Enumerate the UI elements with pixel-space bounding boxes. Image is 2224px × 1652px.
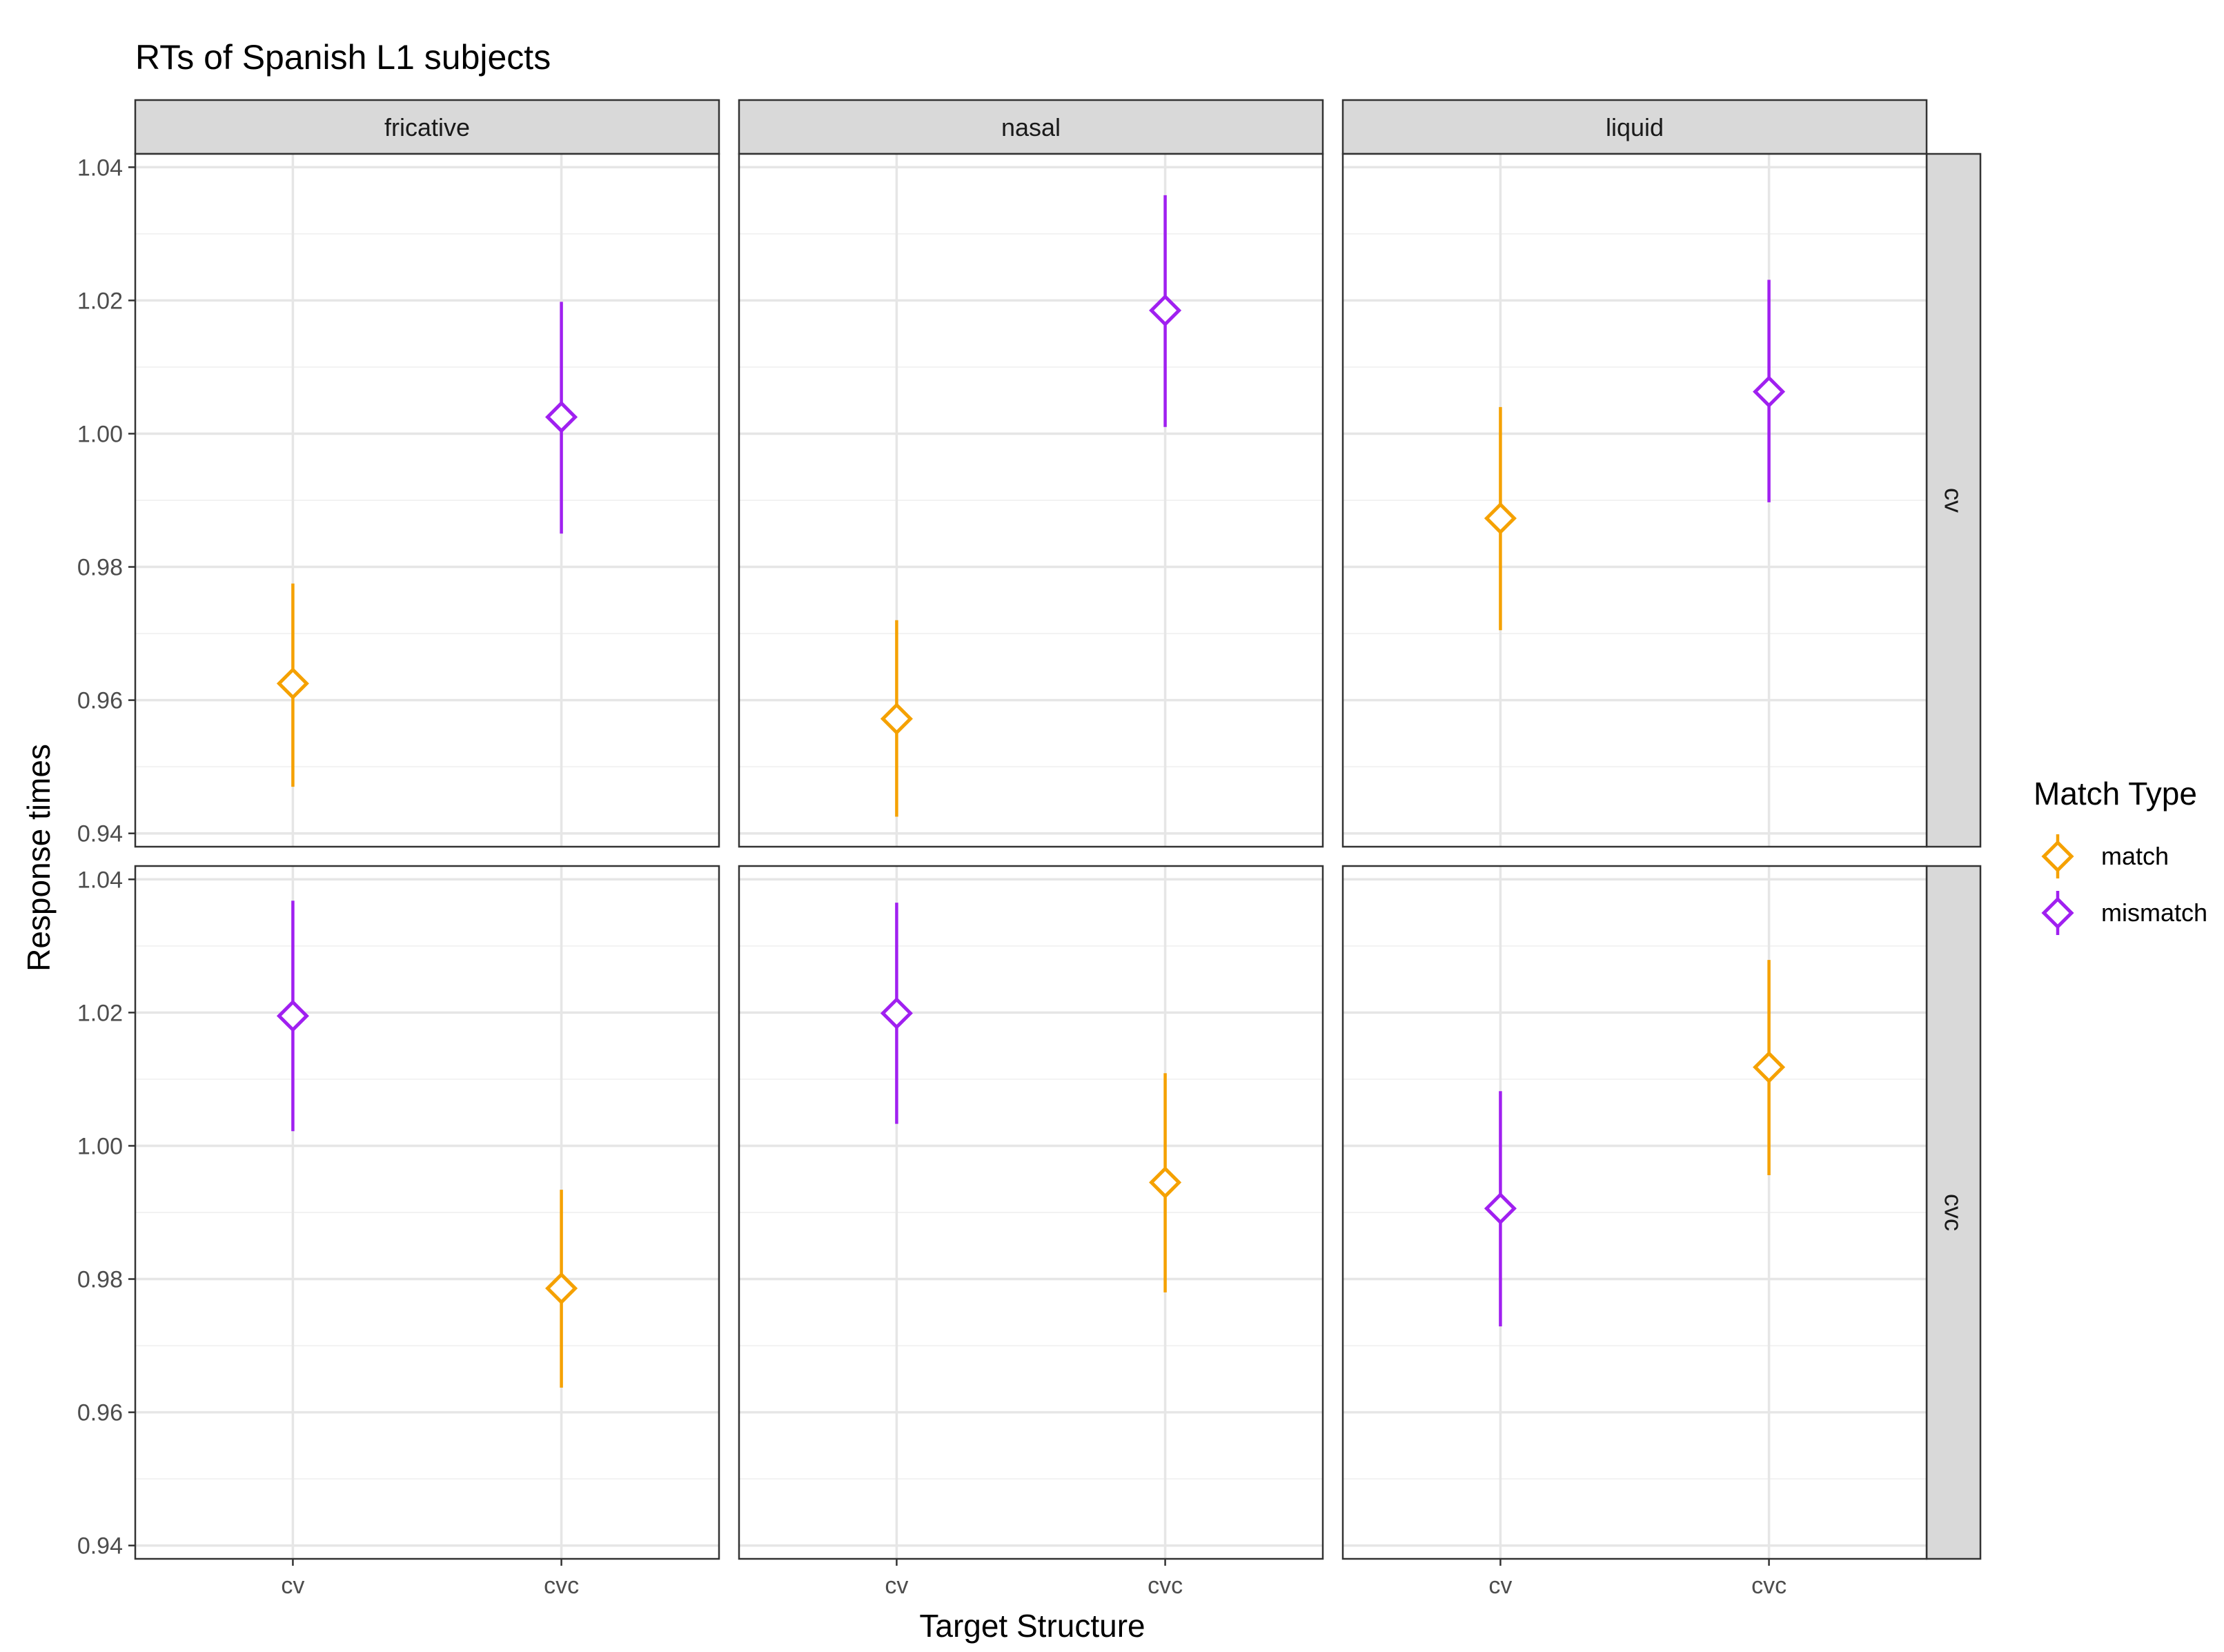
x-tick-label: cvc: [1751, 1573, 1787, 1599]
row-strip-label: cvc: [1940, 1194, 1968, 1231]
panel-border: [738, 865, 1324, 1560]
panel-border: [1341, 865, 1928, 1560]
y-tick-label: 1.04: [77, 155, 123, 181]
y-axes: 0.94 0.96 0.98 1.00 1.02 1.04 0.94 0.96 0.98 1.00…: [77, 155, 135, 1560]
data-point-mismatch: [880, 996, 913, 1030]
legend-title: Match Type: [2034, 776, 2197, 812]
facet-strip-nasal: [738, 99, 1324, 155]
y-tick-label: 0.94: [77, 821, 123, 847]
panel-border: [134, 865, 720, 1560]
chart-title: RTs of Spanish L1 subjects: [135, 38, 551, 77]
facet-strip-label: fricative: [384, 113, 470, 141]
x-axis-label: Target Structure: [919, 1608, 1145, 1644]
legend-label: match: [2101, 842, 2169, 870]
series-liquid-cvc: [1484, 960, 1786, 1327]
row-strip-label: cv: [1940, 488, 1968, 513]
y-tick-label: 0.94: [77, 1533, 123, 1560]
panel-border: [134, 153, 720, 848]
facet-strip-fricative: [134, 99, 720, 155]
x-tick-label: cv: [885, 1573, 908, 1599]
data-point-mismatch: [276, 999, 309, 1032]
y-tick-label: 0.98: [77, 1267, 123, 1293]
x-tick-label: cv: [281, 1573, 304, 1599]
legend-item-mismatch: mismatch: [2041, 891, 2207, 935]
row-strip-cv: [1925, 153, 1982, 848]
data-point-match: [1484, 502, 1517, 535]
legend: Match Type match mismatch: [2034, 776, 2207, 935]
panel-fricative-cvc: [135, 866, 719, 1559]
data-point-mismatch: [1484, 1192, 1517, 1225]
y-tick-label: 0.98: [77, 555, 123, 581]
panel-nasal-cv: [739, 154, 1323, 847]
y-tick-label: 1.02: [77, 1000, 123, 1026]
x-axes: cv cvc cv cvc cv cvc: [281, 1559, 1787, 1599]
data-point-match: [1149, 1166, 1182, 1199]
series-fricative-cvc: [276, 901, 578, 1388]
series-fricative-cv: [276, 302, 578, 787]
legend-item-match: match: [2041, 834, 2169, 878]
y-axis-label: Response times: [21, 744, 57, 972]
series-liquid-cv: [1484, 279, 1786, 631]
facet-strip-label: liquid: [1606, 113, 1664, 141]
panel-fricative-cv: [135, 154, 719, 847]
y-tick-label: 1.04: [77, 867, 123, 893]
data-point-match: [1753, 1051, 1786, 1084]
y-tick-label: 0.96: [77, 1400, 123, 1426]
data-point-match: [545, 1272, 578, 1305]
x-tick-label: cvc: [544, 1573, 579, 1599]
data-point-match: [276, 667, 309, 700]
data-point-mismatch: [1753, 375, 1786, 409]
legend-key-marker: [2041, 896, 2074, 930]
legend-label: mismatch: [2101, 898, 2207, 927]
facet-strip-label: nasal: [1001, 113, 1061, 141]
y-tick-label: 1.00: [77, 421, 123, 447]
series-nasal-cvc: [880, 903, 1182, 1292]
y-tick-label: 1.02: [77, 288, 123, 314]
panel-border: [738, 153, 1324, 848]
x-tick-label: cv: [1488, 1573, 1512, 1599]
data-point-match: [880, 702, 913, 736]
legend-key-marker: [2041, 840, 2074, 873]
series-nasal-cv: [880, 195, 1182, 817]
x-tick-label: cvc: [1148, 1573, 1183, 1599]
y-tick-label: 0.96: [77, 688, 123, 714]
panel-nasal-cvc: [739, 866, 1323, 1559]
facet-strip-liquid: [1341, 99, 1928, 155]
row-strip-cvc: [1925, 865, 1982, 1560]
panel-liquid-cv: [1343, 154, 1927, 847]
data-point-mismatch: [545, 400, 578, 433]
panel-liquid-cvc: [1343, 866, 1927, 1559]
facet-grid: fricative nasal liquid cv cvc: [134, 99, 1982, 1560]
y-tick-label: 1.00: [77, 1133, 123, 1159]
panel-border: [1341, 153, 1928, 848]
data-point-mismatch: [1149, 294, 1182, 327]
